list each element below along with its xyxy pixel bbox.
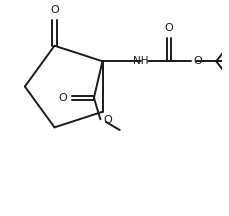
Text: O: O xyxy=(58,93,67,103)
Text: O: O xyxy=(164,23,173,33)
Text: O: O xyxy=(103,115,111,125)
Text: NH: NH xyxy=(133,56,148,66)
Text: O: O xyxy=(50,5,59,15)
Text: O: O xyxy=(192,56,201,66)
